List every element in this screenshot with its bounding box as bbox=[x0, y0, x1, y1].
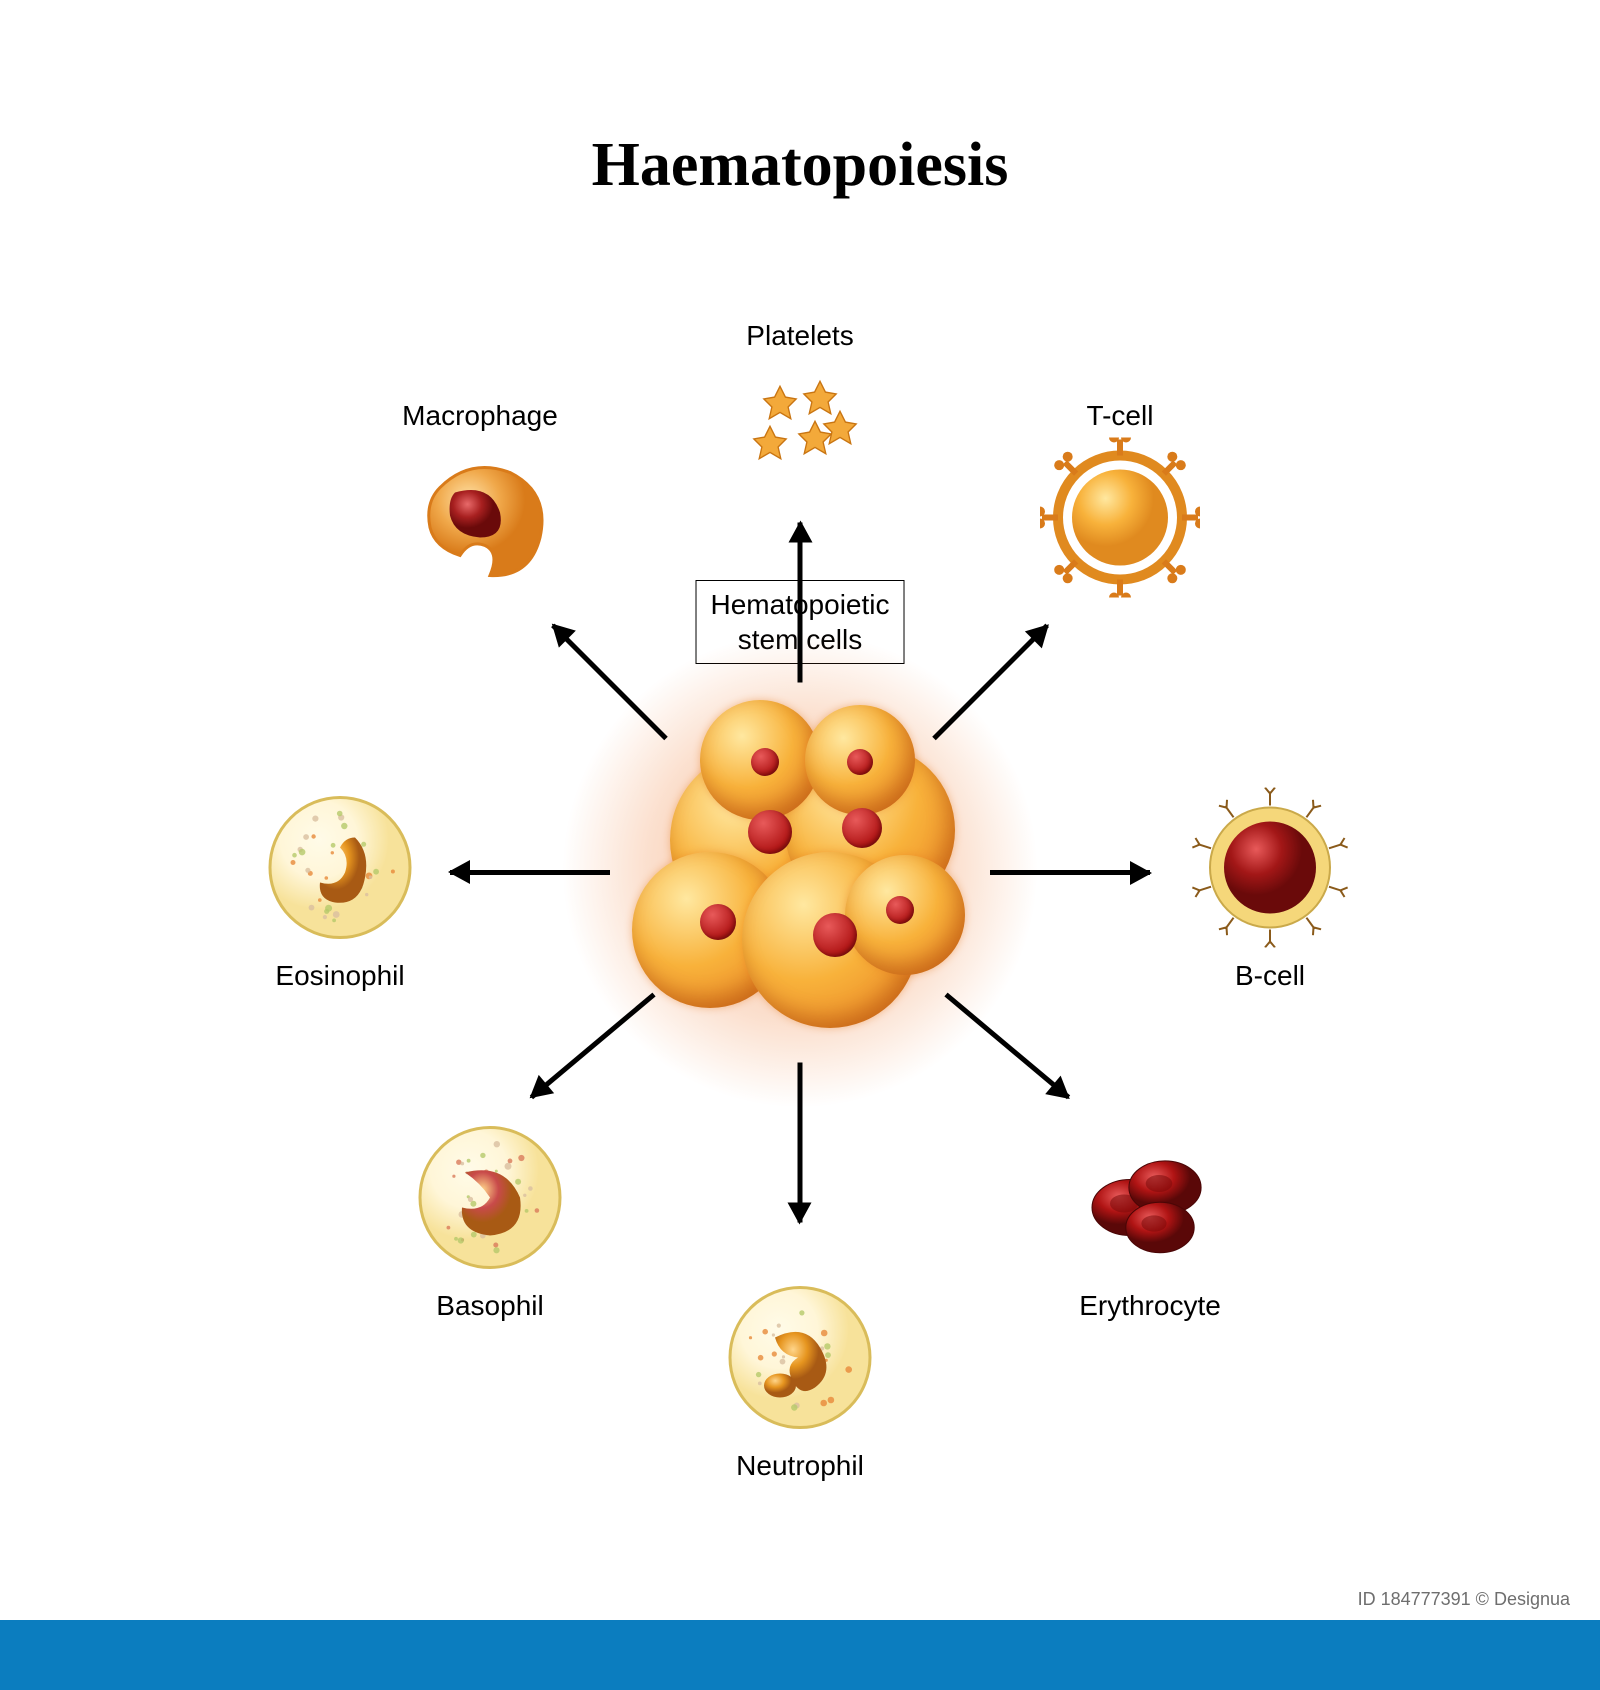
stem-nucleus bbox=[842, 808, 882, 848]
bcell-label: B-cell bbox=[1235, 960, 1305, 992]
eosinophil-label: Eosinophil bbox=[275, 960, 404, 992]
tcell-label: T-cell bbox=[1087, 400, 1154, 432]
basophil-label: Basophil bbox=[436, 1290, 543, 1322]
watermark-bar bbox=[0, 1620, 1600, 1690]
stem-nucleus bbox=[748, 810, 792, 854]
arrow-eosinophil bbox=[450, 870, 610, 875]
neutrophil-cell bbox=[720, 1278, 880, 1443]
watermark-id: ID 184777391 © Designua bbox=[1358, 1589, 1570, 1610]
stem-nucleus bbox=[847, 749, 873, 775]
arrow-neutrophil bbox=[798, 1063, 803, 1223]
basophil-cell bbox=[410, 1118, 570, 1283]
neutrophil-label: Neutrophil bbox=[736, 1450, 864, 1482]
erythrocyte-label: Erythrocyte bbox=[1079, 1290, 1221, 1322]
tcell-cell bbox=[1040, 438, 1200, 603]
diagram-title: Haematopoiesis bbox=[592, 130, 1009, 201]
macrophage-label: Macrophage bbox=[402, 400, 558, 432]
erythrocyte-cell bbox=[1070, 1118, 1230, 1283]
platelets-label: Platelets bbox=[746, 320, 853, 352]
stem-nucleus bbox=[886, 896, 914, 924]
stem-nucleus bbox=[813, 913, 857, 957]
macrophage-cell bbox=[400, 438, 560, 603]
platelets-cell bbox=[720, 358, 880, 523]
eosinophil-cell bbox=[260, 788, 420, 953]
bcell-cell bbox=[1190, 788, 1350, 953]
stem-nucleus bbox=[751, 748, 779, 776]
arrow-bcell bbox=[990, 870, 1150, 875]
stem-nucleus bbox=[700, 904, 736, 940]
arrow-platelets bbox=[798, 523, 803, 683]
arrow-tcell bbox=[933, 623, 1050, 740]
